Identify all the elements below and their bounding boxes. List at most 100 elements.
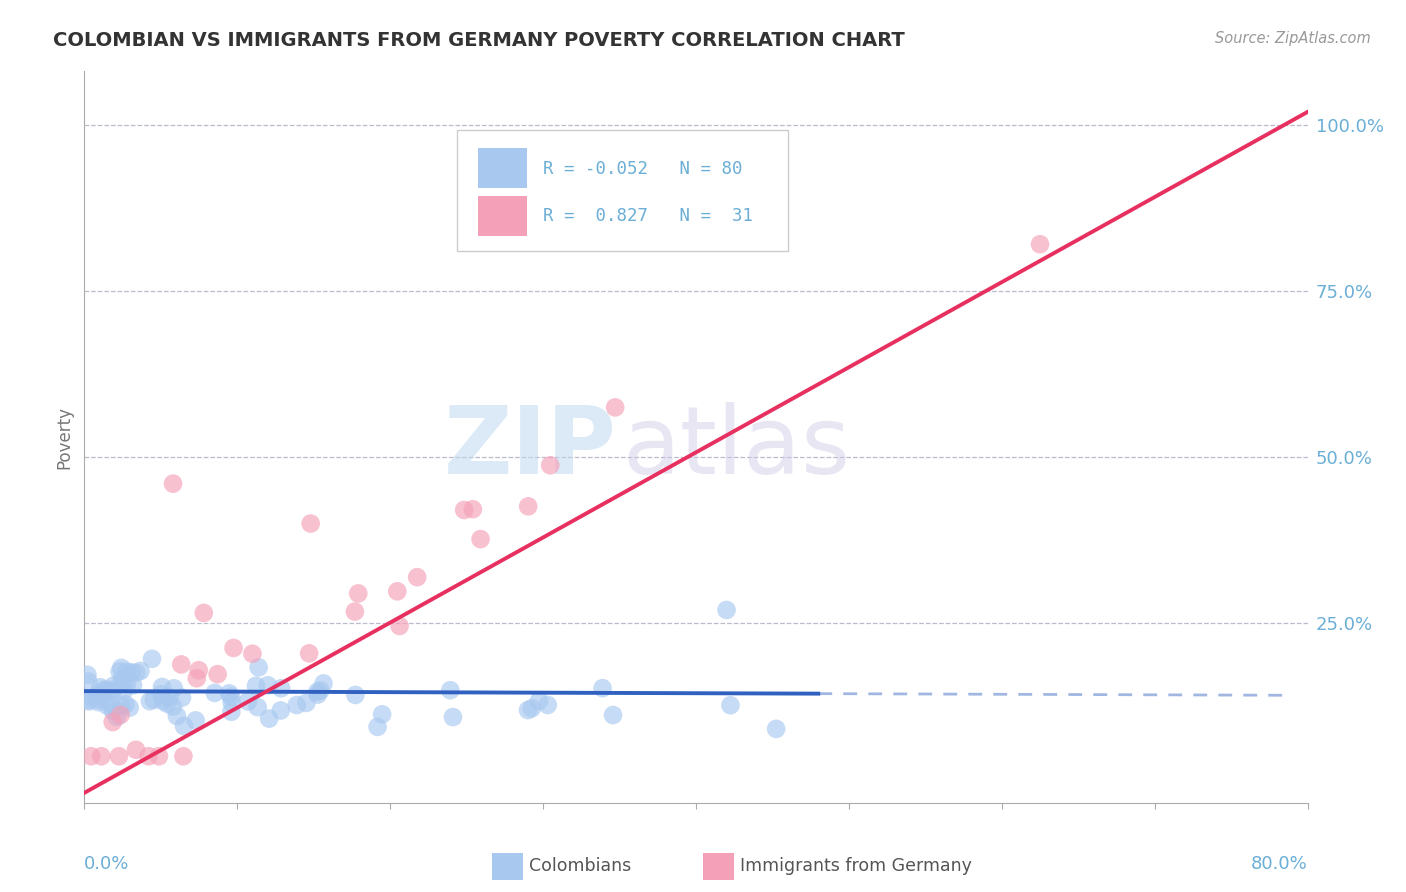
Point bbox=[257, 712, 280, 726]
Point bbox=[125, 743, 148, 757]
Point bbox=[387, 584, 409, 599]
Point bbox=[103, 679, 125, 693]
Point bbox=[285, 698, 308, 712]
Point bbox=[129, 664, 152, 678]
Point bbox=[87, 692, 110, 706]
Point bbox=[125, 665, 148, 680]
Point bbox=[77, 693, 100, 707]
FancyBboxPatch shape bbox=[457, 130, 787, 251]
Text: 0.0%: 0.0% bbox=[84, 855, 129, 873]
Point bbox=[1029, 237, 1052, 252]
Point bbox=[720, 698, 742, 713]
Point bbox=[115, 677, 138, 691]
Point bbox=[152, 694, 174, 708]
Point bbox=[138, 749, 160, 764]
Point bbox=[470, 532, 492, 546]
Point bbox=[184, 714, 207, 728]
Text: ZIP: ZIP bbox=[443, 402, 616, 494]
Text: R = -0.052   N = 80: R = -0.052 N = 80 bbox=[543, 160, 742, 178]
Point bbox=[77, 694, 100, 708]
Point bbox=[343, 605, 366, 619]
Point bbox=[453, 503, 475, 517]
Bar bbox=[478, 195, 527, 235]
Point bbox=[108, 665, 131, 679]
Point bbox=[108, 749, 131, 764]
Point bbox=[204, 686, 226, 700]
Point bbox=[89, 681, 111, 695]
Point bbox=[236, 694, 259, 708]
Point bbox=[538, 458, 561, 473]
Text: Immigrants from Germany: Immigrants from Germany bbox=[740, 857, 972, 875]
Point bbox=[170, 657, 193, 672]
Text: R =  0.827   N =  31: R = 0.827 N = 31 bbox=[543, 207, 754, 225]
Point bbox=[110, 699, 132, 714]
Point bbox=[246, 700, 269, 714]
Point bbox=[148, 749, 170, 764]
Point bbox=[105, 710, 128, 724]
Point bbox=[150, 687, 173, 701]
Point bbox=[256, 678, 278, 692]
Point bbox=[101, 682, 124, 697]
Point bbox=[157, 690, 180, 705]
Point bbox=[517, 500, 540, 514]
Point bbox=[139, 694, 162, 708]
Point bbox=[115, 665, 138, 679]
Point bbox=[245, 679, 267, 693]
Point bbox=[367, 720, 389, 734]
Point bbox=[141, 652, 163, 666]
Point bbox=[150, 680, 173, 694]
Point bbox=[309, 683, 332, 698]
Point bbox=[218, 686, 240, 700]
Point bbox=[90, 749, 112, 764]
Point bbox=[537, 698, 560, 712]
Point bbox=[163, 681, 186, 696]
Point bbox=[118, 700, 141, 714]
Point bbox=[295, 696, 318, 710]
Text: Colombians: Colombians bbox=[529, 857, 631, 875]
Point bbox=[388, 619, 411, 633]
Point bbox=[114, 698, 136, 712]
Point bbox=[299, 516, 322, 531]
Point bbox=[111, 672, 134, 686]
Point bbox=[82, 690, 104, 705]
Point bbox=[307, 684, 329, 698]
Point bbox=[142, 692, 165, 706]
Point bbox=[461, 502, 484, 516]
Text: 80.0%: 80.0% bbox=[1251, 855, 1308, 873]
Point bbox=[247, 660, 270, 674]
Point bbox=[439, 683, 461, 698]
Bar bbox=[478, 148, 527, 188]
Point bbox=[242, 647, 264, 661]
Point bbox=[207, 667, 229, 681]
Point bbox=[186, 671, 208, 685]
Point bbox=[592, 681, 614, 695]
Point bbox=[76, 668, 98, 682]
Point bbox=[110, 707, 132, 722]
Point bbox=[101, 704, 124, 718]
Point bbox=[101, 714, 124, 729]
Point bbox=[172, 749, 194, 764]
Point bbox=[121, 665, 143, 680]
Point bbox=[312, 676, 335, 690]
Point bbox=[93, 684, 115, 698]
Point bbox=[101, 684, 124, 698]
Text: Source: ZipAtlas.com: Source: ZipAtlas.com bbox=[1215, 31, 1371, 46]
Point bbox=[602, 708, 624, 723]
Point bbox=[94, 682, 117, 697]
Point bbox=[716, 603, 738, 617]
Point bbox=[77, 674, 100, 689]
Point bbox=[80, 749, 103, 764]
Point bbox=[111, 675, 134, 690]
Point bbox=[87, 695, 110, 709]
Point bbox=[221, 695, 243, 709]
Point bbox=[193, 606, 215, 620]
Point bbox=[162, 476, 184, 491]
Text: COLOMBIAN VS IMMIGRANTS FROM GERMANY POVERTY CORRELATION CHART: COLOMBIAN VS IMMIGRANTS FROM GERMANY POV… bbox=[53, 31, 905, 50]
Point bbox=[162, 699, 184, 714]
Point bbox=[344, 688, 367, 702]
Point bbox=[517, 703, 540, 717]
Point bbox=[527, 694, 550, 708]
Point bbox=[270, 703, 292, 717]
Point bbox=[605, 401, 627, 415]
Point bbox=[86, 689, 108, 703]
